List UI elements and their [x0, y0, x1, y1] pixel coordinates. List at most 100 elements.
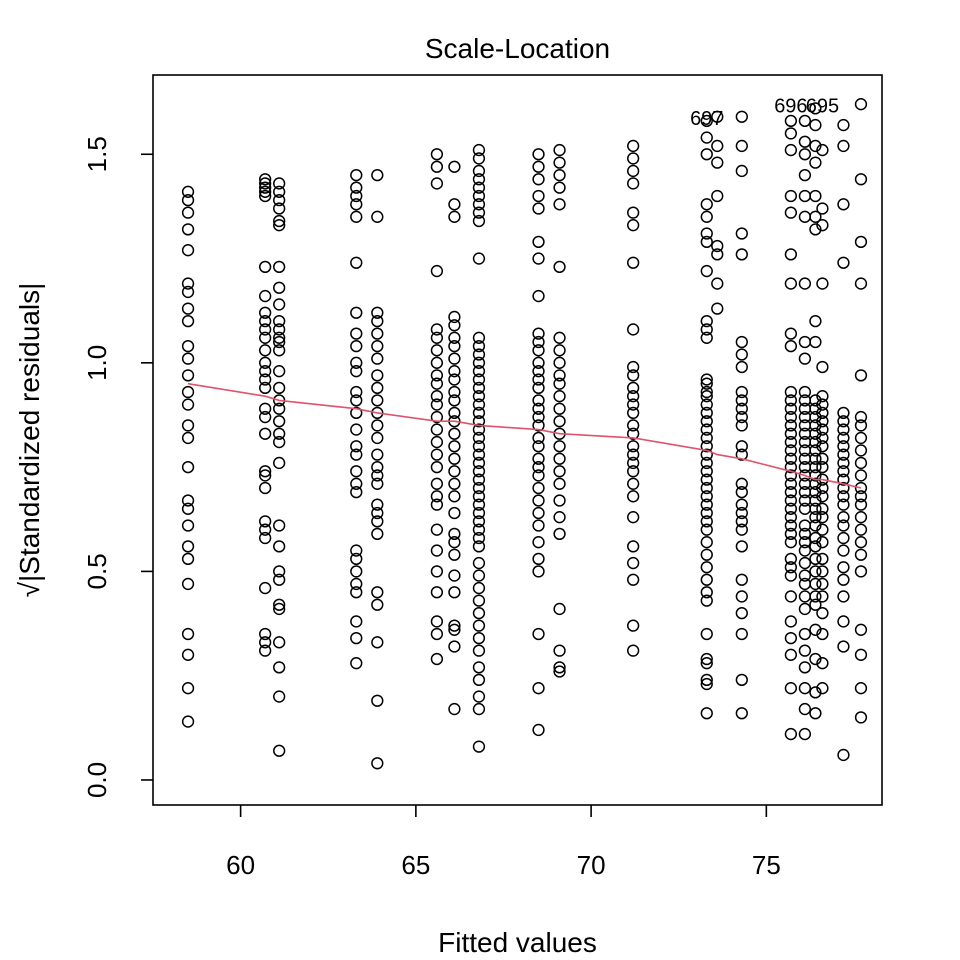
- data-point: [430, 177, 444, 190]
- data-point: [430, 377, 444, 390]
- data-point: [798, 502, 812, 515]
- data-point: [837, 118, 850, 132]
- data-point: [448, 310, 461, 324]
- data-point: [181, 648, 195, 661]
- data-point: [700, 398, 713, 411]
- point-annotation-label: 696: [774, 95, 807, 117]
- data-point: [371, 527, 384, 541]
- data-point: [371, 394, 384, 407]
- data-point: [816, 627, 829, 641]
- data-point: [735, 419, 748, 432]
- data-point: [816, 415, 829, 428]
- data-point: [532, 327, 545, 340]
- data-point: [273, 415, 286, 428]
- data-point: [735, 410, 748, 424]
- data-point: [553, 661, 566, 674]
- data-point: [273, 602, 286, 616]
- data-point: [273, 219, 286, 232]
- data-point: [700, 490, 713, 503]
- data-point: [784, 552, 798, 566]
- data-point: [430, 423, 444, 436]
- data-point: [854, 511, 868, 524]
- data-point: [837, 531, 850, 545]
- data-point: [181, 552, 195, 566]
- data-point: [809, 494, 822, 507]
- data-point: [448, 569, 461, 582]
- data-point: [854, 498, 868, 511]
- data-point: [809, 565, 822, 578]
- data-point: [259, 581, 272, 595]
- data-point: [837, 544, 850, 557]
- x-axis-label: Fitted values: [438, 927, 597, 958]
- data-point: [532, 460, 545, 474]
- data-point: [472, 339, 486, 353]
- data-point: [532, 373, 545, 386]
- data-point: [798, 385, 812, 399]
- data-point: [700, 264, 713, 278]
- data-point: [809, 623, 822, 636]
- data-point: [798, 577, 812, 591]
- data-point: [816, 490, 829, 503]
- data-point: [809, 552, 822, 566]
- data-point: [181, 193, 195, 207]
- data-point: [371, 498, 384, 511]
- data-point: [430, 160, 444, 173]
- data-point: [854, 682, 868, 695]
- data-point: [448, 452, 461, 465]
- data-point: [735, 606, 748, 620]
- data-point: [259, 481, 272, 495]
- data-point: [448, 548, 461, 561]
- data-point: [472, 143, 486, 157]
- data-point: [700, 385, 713, 399]
- axis-ticks: 60 65 70 75 0.0 0.5 1.0 1.5: [82, 136, 781, 880]
- data-point: [784, 327, 798, 340]
- data-point: [798, 569, 812, 582]
- data-point: [784, 569, 798, 582]
- data-point: [784, 682, 798, 695]
- y-tick-label: 1.0: [82, 345, 112, 381]
- data-point: [854, 481, 868, 495]
- data-point: [350, 423, 363, 436]
- data-point: [273, 573, 286, 586]
- data-point: [259, 177, 272, 190]
- data-point: [350, 198, 363, 211]
- data-point: [816, 577, 829, 591]
- data-point: [553, 440, 566, 453]
- data-point: [700, 227, 713, 240]
- data-point: [700, 210, 713, 223]
- data-point: [837, 473, 850, 486]
- data-point: [259, 410, 272, 424]
- data-point: [784, 519, 798, 532]
- data-point: [711, 139, 724, 153]
- data-point: [627, 511, 640, 524]
- data-point: [472, 673, 486, 687]
- data-point: [627, 219, 640, 232]
- data-point: [259, 331, 272, 344]
- data-point: [181, 460, 195, 474]
- data-point: [809, 419, 822, 432]
- data-point: [809, 118, 822, 132]
- data-point: [472, 594, 486, 607]
- data-point: [837, 519, 850, 532]
- data-point: [472, 498, 486, 511]
- data-point: [430, 369, 444, 382]
- data-point: [472, 631, 486, 645]
- data-point: [259, 381, 272, 395]
- data-point: [553, 644, 566, 657]
- data-point: [181, 398, 195, 411]
- data-point: [854, 277, 868, 290]
- data-point: [700, 536, 713, 549]
- data-point: [472, 198, 486, 211]
- data-point: [784, 511, 798, 524]
- data-point: [809, 519, 822, 532]
- data-point: [700, 627, 713, 641]
- data-point: [735, 348, 748, 361]
- data-point: [472, 661, 486, 674]
- data-point: [816, 423, 829, 436]
- data-point: [735, 627, 748, 641]
- data-point: [371, 339, 384, 353]
- data-point: [350, 394, 363, 407]
- data-point: [784, 206, 798, 219]
- data-point: [430, 652, 444, 666]
